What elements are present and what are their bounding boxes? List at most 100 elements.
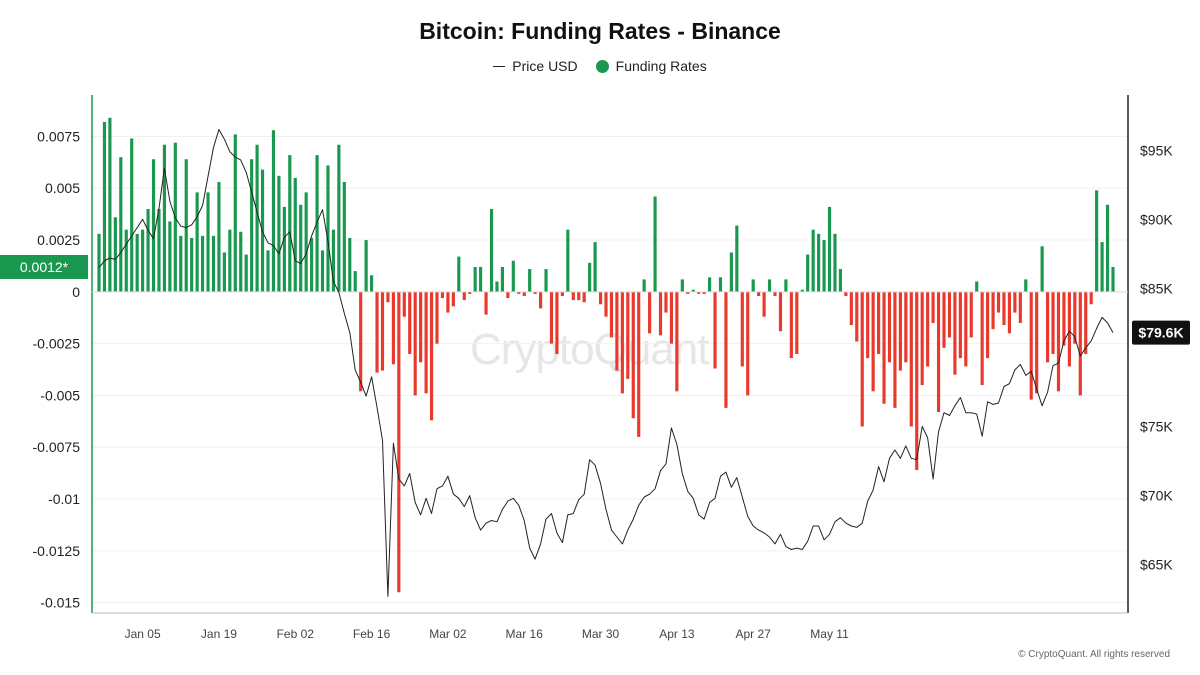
funding-rate-bar	[1100, 242, 1104, 292]
funding-rate-bar	[1111, 266, 1115, 292]
funding-rate-bar	[228, 229, 232, 292]
x-tick-label: Apr 27	[736, 627, 772, 641]
funding-rate-bar	[735, 225, 739, 292]
funding-rate-bar	[882, 291, 886, 404]
funding-rate-bar	[751, 279, 755, 292]
funding-rate-bar	[936, 291, 941, 413]
funding-rate-bar	[904, 291, 908, 363]
funding-rate-bar	[560, 291, 564, 296]
funding-rate-bar	[538, 291, 543, 309]
funding-rate-bar	[637, 291, 641, 437]
legend-label-price: Price USD	[512, 58, 578, 74]
funding-rate-bar	[947, 291, 952, 338]
funding-rate-bar	[239, 231, 243, 292]
funding-rate-bar	[986, 291, 990, 359]
funding-rate-bar	[1045, 291, 1050, 363]
funding-rate-bar	[844, 291, 848, 296]
funding-rate-bar	[446, 291, 450, 313]
x-tick-label: Jan 05	[125, 627, 161, 641]
funding-rate-bar	[369, 275, 374, 292]
funding-rate-bar	[206, 192, 210, 292]
funding-rate-bar	[964, 291, 968, 367]
funding-rate-bar	[838, 269, 843, 292]
legend-item-funding[interactable]: Funding Rates	[595, 58, 707, 74]
funding-rate-bar	[615, 291, 619, 371]
funding-rate-bar	[495, 281, 499, 292]
y-left-tick-label: 0.005	[45, 180, 80, 196]
legend-label-funding: Funding Rates	[615, 58, 707, 74]
funding-rate-bar	[604, 291, 608, 317]
legend-item-price[interactable]: Price USD	[493, 58, 578, 74]
x-tick-label: Apr 13	[659, 627, 695, 641]
funding-rate-bar	[658, 291, 663, 336]
y-left-tick-label: -0.0075	[33, 439, 81, 455]
funding-rate-bar	[424, 291, 428, 394]
funding-rate-bar	[440, 291, 445, 299]
funding-rate-bar	[811, 229, 815, 292]
funding-rate-bar	[991, 291, 995, 330]
funding-rate-bar	[958, 291, 962, 359]
funding-rate-bar	[429, 291, 434, 421]
funding-rate-bar	[855, 291, 859, 342]
funding-rate-bar	[320, 250, 325, 292]
funding-rate-bar	[980, 291, 984, 386]
funding-rate-bar	[571, 291, 575, 301]
funding-rate-bar	[489, 208, 494, 292]
funding-rate-bar	[380, 291, 385, 371]
funding-rate-bar	[1056, 291, 1061, 392]
funding-rate-bar	[953, 291, 957, 375]
price-usd-line	[98, 129, 1114, 597]
funding-rate-bar	[451, 291, 455, 307]
funding-rate-bar	[386, 291, 390, 303]
funding-rate-bar	[124, 229, 128, 292]
funding-rate-bar	[299, 204, 303, 292]
chart-title: Bitcoin: Funding Rates - Binance	[419, 18, 781, 44]
funding-rate-bar	[511, 260, 515, 292]
funding-rate-bar	[402, 291, 406, 317]
funding-rate-bar	[397, 291, 401, 593]
funding-rate-bar	[108, 117, 112, 292]
funding-rate-bar	[457, 256, 461, 292]
funding-rate-bar	[195, 192, 199, 292]
funding-rate-bar	[102, 121, 107, 292]
funding-rate-bar	[926, 291, 930, 367]
funding-rate-bar	[353, 271, 357, 292]
funding-rate-bar	[746, 291, 750, 396]
funding-rate-bar	[724, 291, 728, 408]
funding-rate-bar	[326, 165, 330, 292]
funding-rate-bar	[533, 291, 537, 294]
funding-rate-bar	[1018, 291, 1022, 323]
funding-rate-bar	[522, 291, 526, 296]
funding-rate-bar	[822, 240, 826, 292]
funding-rate-bar	[762, 291, 766, 317]
funding-rate-bar	[211, 235, 216, 292]
funding-rate-bar	[866, 291, 870, 359]
funding-rate-bar	[331, 229, 336, 292]
funding-rate-bar	[1105, 204, 1110, 292]
funding-rate-bar	[577, 291, 581, 301]
funding-rate-bar	[833, 233, 837, 292]
funding-rate-bar	[304, 192, 308, 292]
y-left-tick-label: 0.0025	[37, 232, 80, 248]
funding-rate-bar	[364, 240, 368, 292]
funding-rate-bar	[293, 177, 297, 292]
funding-rate-bar	[778, 291, 783, 332]
y-left-tick-label: -0.0125	[33, 543, 81, 559]
funding-rate-bar	[435, 291, 439, 344]
y-right-tick-label: $95K	[1140, 142, 1173, 158]
y-left-tick-label: -0.0025	[33, 336, 81, 352]
funding-rate-bar	[849, 291, 853, 325]
funding-rate-bar	[1040, 246, 1044, 292]
funding-rate-bar	[549, 291, 554, 344]
funding-rate-bar	[975, 281, 979, 292]
funding-rate-bar	[887, 291, 892, 363]
funding-rate-bar	[1013, 291, 1017, 313]
watermark: CryptoQuant	[470, 325, 709, 374]
current-price-label: $79.6K	[1138, 325, 1183, 341]
x-tick-label: Mar 02	[429, 627, 467, 641]
funding-rate-bar	[631, 291, 635, 419]
funding-rate-bar	[277, 175, 281, 292]
y-left-tick-label: -0.005	[40, 387, 80, 403]
funding-rate-bar	[408, 291, 412, 354]
funding-rate-bar	[893, 291, 897, 408]
